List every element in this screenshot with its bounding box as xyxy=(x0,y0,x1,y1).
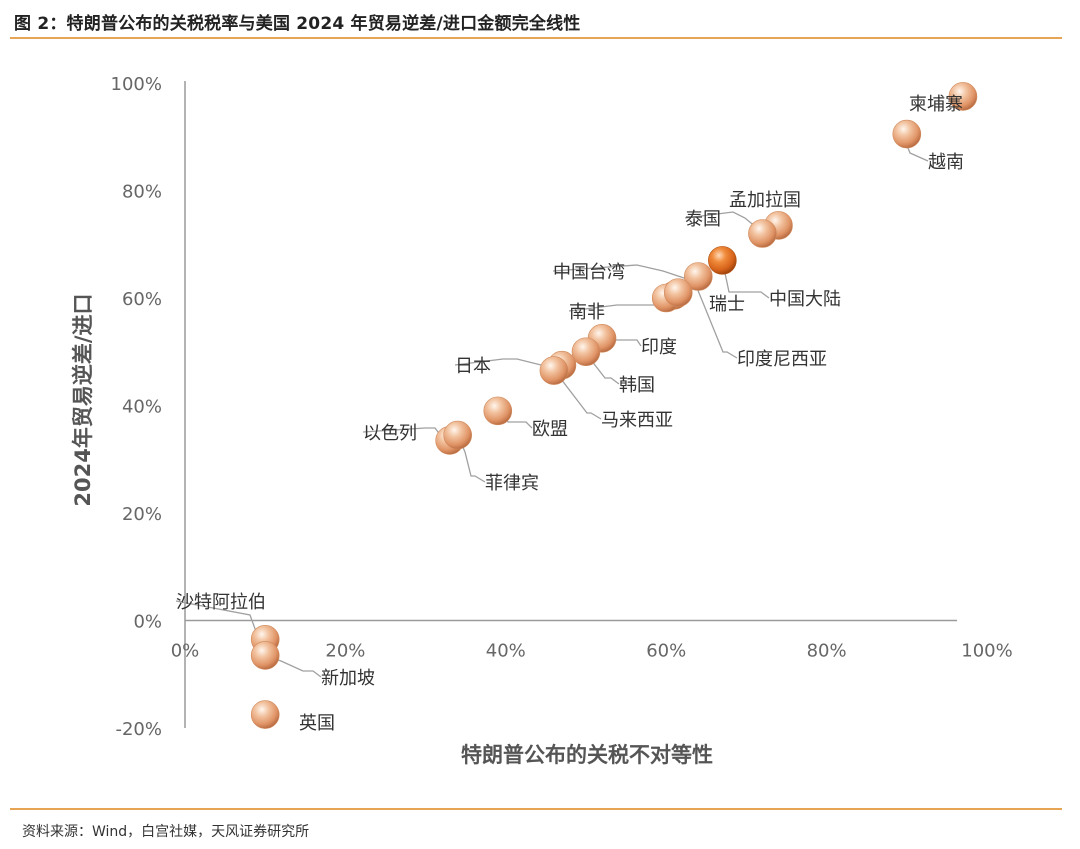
y-tick-label: 100% xyxy=(111,74,162,95)
point-label: 马来西亚 xyxy=(601,410,673,431)
point-label: 韩国 xyxy=(619,375,655,396)
point-label: 日本 xyxy=(455,356,491,377)
x-tick-label: 60% xyxy=(646,641,686,662)
tick-labels: 0% 20% 40% 60% 80% 100% 100% 80% 60% 40% 20% 0% -20% xyxy=(111,74,1013,740)
point-label: 南非 xyxy=(569,302,605,323)
data-point xyxy=(892,119,922,149)
bottom-divider xyxy=(10,808,1062,810)
point-label: 泰国 xyxy=(685,209,721,230)
data-point xyxy=(948,82,978,111)
point-label: 越南 xyxy=(928,152,964,173)
data-point xyxy=(443,420,472,450)
figure-title: 图 2：特朗普公布的关税税率与美国 2024 年贸易逆差/进口金额完全线性 xyxy=(14,14,581,34)
x-axis-label: 特朗普公布的关税不对等性 xyxy=(461,743,713,767)
point-label: 柬埔寨 xyxy=(909,94,963,115)
top-divider xyxy=(10,37,1062,39)
data-point xyxy=(250,700,280,729)
y-tick-label: 40% xyxy=(122,397,162,418)
y-tick-label: 20% xyxy=(122,504,162,525)
y-axis-label: 2024年贸易逆差/进口 xyxy=(71,293,95,506)
data-point xyxy=(708,246,737,275)
scatter-chart: 0% 20% 40% 60% 80% 100% 100% 80% 60% 40% 20% 0% -20%… xyxy=(71,74,1013,767)
data-point xyxy=(483,396,513,426)
x-tick-label: 0% xyxy=(171,641,200,662)
point-label: 中国台湾 xyxy=(553,262,625,283)
point-label: 以色列 xyxy=(363,423,417,444)
data-points xyxy=(250,82,978,729)
y-tick-label: 60% xyxy=(122,289,162,310)
point-label: 新加坡 xyxy=(321,668,375,689)
point-label: 中国大陆 xyxy=(769,289,841,310)
point-label: 印度尼西亚 xyxy=(737,349,827,370)
y-tick-label: 80% xyxy=(122,182,162,203)
data-point xyxy=(250,641,280,670)
point-label: 欧盟 xyxy=(532,419,568,440)
x-tick-label: 80% xyxy=(807,641,847,662)
point-label: 孟加拉国 xyxy=(729,190,801,211)
point-label: 沙特阿拉伯 xyxy=(176,592,266,613)
x-tick-label: 20% xyxy=(325,641,365,662)
x-tick-label: 100% xyxy=(961,641,1012,662)
leader-lines xyxy=(175,134,929,678)
data-point xyxy=(663,278,693,307)
axes xyxy=(184,81,957,728)
y-tick-label: -20% xyxy=(115,719,162,740)
y-tick-label: 0% xyxy=(133,612,162,633)
point-label: 英国 xyxy=(299,713,335,734)
data-point xyxy=(571,337,601,367)
data-point xyxy=(748,219,777,248)
data-point xyxy=(539,356,569,385)
point-label: 瑞士 xyxy=(709,294,745,315)
point-label: 印度 xyxy=(641,337,677,358)
data-point xyxy=(683,262,713,291)
source-note: 资料来源：Wind，白宫社媒，天风证券研究所 xyxy=(22,824,310,840)
leader-line xyxy=(721,260,770,299)
point-label: 菲律宾 xyxy=(485,473,539,494)
x-tick-label: 40% xyxy=(486,641,526,662)
